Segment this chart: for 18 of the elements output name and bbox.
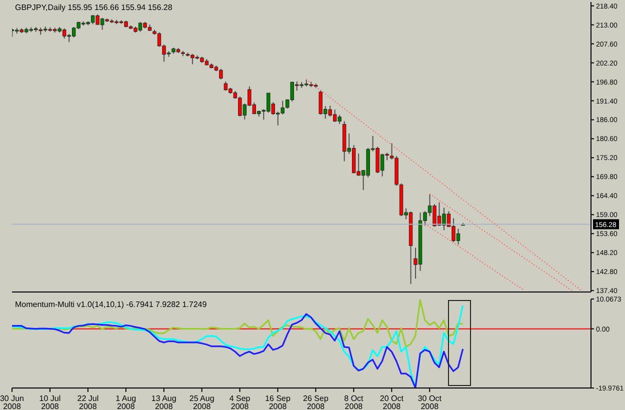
line-series: [429, 193, 573, 292]
x-tick-label: 1 Aug 2008: [116, 394, 136, 410]
x-tick-label: 20 Oct 2008: [380, 394, 404, 410]
x-tick-label: 26 Sep 2008: [303, 394, 329, 410]
x-tick-label: 22 Jul 2008: [77, 394, 99, 410]
x-tick-label: 8 Oct 2008: [344, 394, 364, 410]
line-series: [424, 223, 526, 292]
x-tick-label: 16 Sep 2008: [265, 394, 291, 410]
line-series: [306, 78, 582, 292]
chart-title: GBPJPY,Daily 155.95 156.66 155.94 156.28: [15, 3, 172, 12]
x-tick-label: 10 Jul 2008: [39, 394, 61, 410]
line-series: [12, 299, 464, 348]
x-tick-label: 30 Jun 2008: [0, 394, 24, 410]
x-tick-label: 30 Oct 2008: [418, 394, 442, 410]
x-tick-label: 13 Aug 2008: [151, 394, 176, 410]
x-tick-label: 25 Aug 2008: [189, 394, 214, 410]
chart-title: Momentum-Multi v1.0(14,10,1) -6.7941 7.9282 1.7249: [15, 300, 207, 309]
x-tick-label: 4 Sep 2008: [229, 394, 251, 410]
